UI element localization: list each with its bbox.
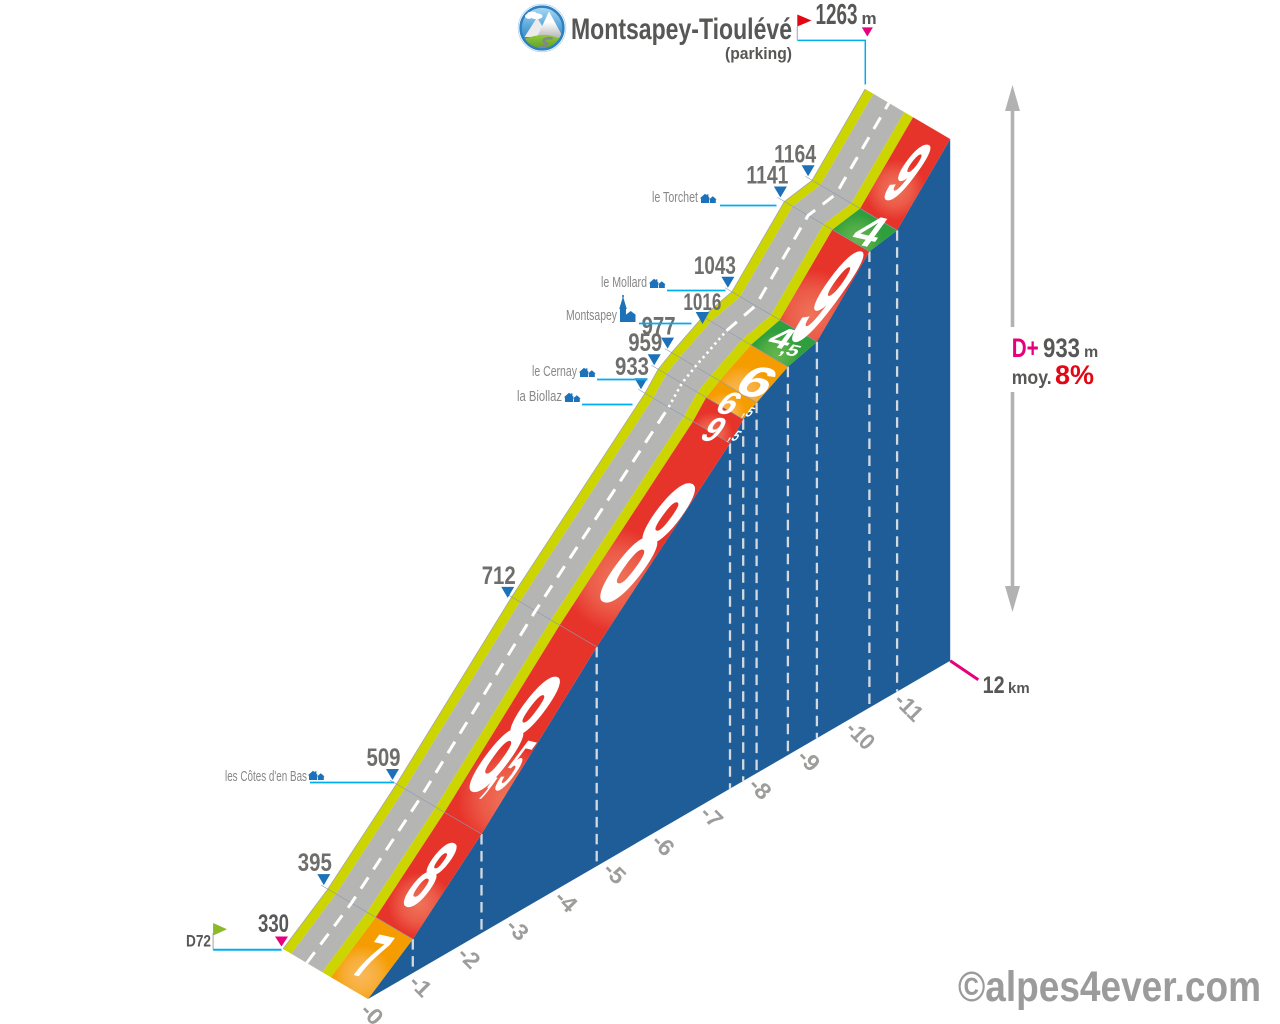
svg-text:la Biollaz: la Biollaz [517, 388, 562, 405]
svg-text:le Cernay: le Cernay [532, 363, 577, 380]
svg-text:(parking): (parking) [725, 44, 792, 63]
svg-text:le Torchet: le Torchet [652, 189, 699, 206]
svg-text:933: 933 [615, 353, 649, 381]
svg-text:395: 395 [298, 849, 332, 877]
svg-text:©alpes4ever.com: ©alpes4ever.com [958, 963, 1261, 1011]
svg-text:712: 712 [482, 562, 516, 590]
svg-text:les Côtes d'en Bas: les Côtes d'en Bas [225, 768, 307, 785]
svg-text:959: 959 [628, 329, 662, 357]
svg-text:509: 509 [367, 744, 401, 772]
svg-text:moy.: moy. [1012, 368, 1052, 389]
svg-text:D+: D+ [1012, 333, 1039, 363]
svg-text:Montsapey-Tioulévé: Montsapey-Tioulévé [571, 13, 792, 46]
svg-text:m: m [862, 9, 877, 28]
svg-text:8%: 8% [1055, 360, 1094, 390]
svg-text:933: 933 [1043, 333, 1080, 363]
svg-text:D72: D72 [186, 931, 211, 950]
svg-text:le Mollard: le Mollard [601, 274, 647, 291]
svg-text:1263: 1263 [816, 0, 858, 31]
svg-text:977: 977 [642, 313, 676, 341]
svg-text:1043: 1043 [694, 252, 736, 280]
svg-text:m: m [1084, 344, 1098, 361]
svg-text:km: km [1008, 680, 1030, 697]
svg-text:1016: 1016 [683, 289, 721, 316]
svg-text:Montsapey: Montsapey [566, 307, 617, 324]
svg-text:1164: 1164 [774, 140, 816, 168]
svg-text:12: 12 [983, 672, 1005, 699]
svg-text:330: 330 [258, 910, 289, 938]
svg-text:1141: 1141 [746, 162, 788, 190]
